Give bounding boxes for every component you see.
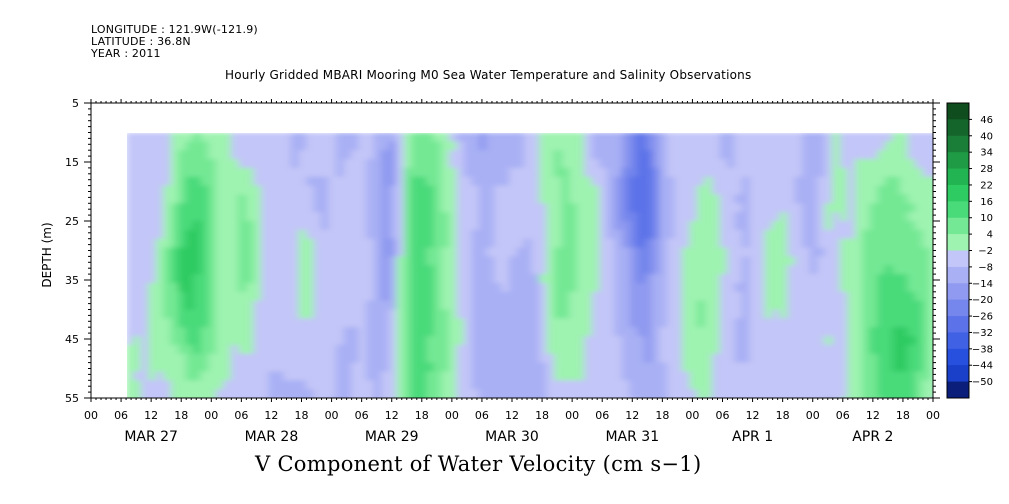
x-tick-label: 06 bbox=[836, 409, 850, 422]
colorbar-swatch bbox=[947, 381, 969, 399]
colorbar-swatch bbox=[947, 283, 969, 301]
colorbar-label: 34 bbox=[980, 148, 993, 159]
colorbar-swatch bbox=[947, 250, 969, 268]
x-tick-label: 06 bbox=[114, 409, 128, 422]
x-tick-label: 12 bbox=[144, 409, 158, 422]
colorbar-label: 10 bbox=[980, 213, 993, 224]
colorbar-label: 40 bbox=[980, 131, 993, 142]
x-tick-label: 18 bbox=[174, 409, 188, 422]
x-tick-label: 12 bbox=[505, 409, 519, 422]
colorbar-swatch bbox=[947, 348, 969, 366]
colorbar-swatch bbox=[947, 332, 969, 350]
colorbar-label: −14 bbox=[972, 279, 993, 290]
x-day-label: APR 2 bbox=[852, 429, 893, 445]
x-tick-label: 00 bbox=[84, 409, 98, 422]
x-tick-label: 06 bbox=[595, 409, 609, 422]
colorbar-swatch bbox=[947, 234, 969, 251]
colorbar-label: −26 bbox=[972, 312, 993, 323]
colorbar-label: −50 bbox=[972, 377, 993, 388]
colorbar-swatch bbox=[947, 119, 969, 137]
colorbar-label: −8 bbox=[978, 262, 993, 273]
colorbar-label: 46 bbox=[980, 115, 993, 126]
x-tick-label: 00 bbox=[445, 409, 459, 422]
x-tick-label: 06 bbox=[716, 409, 730, 422]
x-day-label: MAR 29 bbox=[365, 429, 419, 445]
heatmap-field bbox=[127, 133, 933, 398]
x-tick-label: 06 bbox=[475, 409, 489, 422]
colorbar-swatch bbox=[947, 299, 969, 317]
x-tick-label: 18 bbox=[896, 409, 910, 422]
colorbar-swatch bbox=[947, 217, 969, 235]
colorbar: 46 40 34 28 22 16 10 4 −2 −8 −14 −20 −26 −32 −38 −44 −50 bbox=[946, 102, 993, 399]
x-day-label: MAR 31 bbox=[605, 429, 659, 445]
y-tick-label: 5 bbox=[72, 97, 79, 110]
x-tick-label: 18 bbox=[655, 409, 669, 422]
x-tick-label: 12 bbox=[625, 409, 639, 422]
colorbar-label: −32 bbox=[972, 328, 993, 339]
colorbar-swatch bbox=[947, 168, 969, 186]
colorbar-label: 22 bbox=[980, 180, 993, 191]
x-day-label: APR 1 bbox=[732, 429, 773, 445]
x-day-label: MAR 27 bbox=[124, 429, 178, 445]
y-tick-label: 45 bbox=[65, 333, 79, 346]
x-tick-label: 00 bbox=[325, 409, 339, 422]
longitude-label: LONGITUDE : 121.9W(-121.9) bbox=[91, 23, 258, 36]
colorbar-label: −2 bbox=[978, 246, 993, 257]
colorbar-label: −38 bbox=[972, 344, 993, 355]
x-tick-label: 00 bbox=[926, 409, 940, 422]
x-axis-title: V Component of Water Velocity (cm s−1) bbox=[255, 452, 702, 476]
x-tick-label: 06 bbox=[355, 409, 369, 422]
y-tick-label: 15 bbox=[65, 156, 79, 169]
colorbar-swatch bbox=[947, 135, 969, 153]
x-tick-label: 00 bbox=[806, 409, 820, 422]
colorbar-label: 28 bbox=[980, 164, 993, 175]
colorbar-swatch bbox=[947, 365, 969, 383]
colorbar-swatch bbox=[947, 103, 969, 120]
colorbar-swatch bbox=[947, 152, 969, 169]
chart-title: Hourly Gridded MBARI Mooring M0 Sea Wate… bbox=[225, 68, 752, 82]
colorbar-swatch bbox=[947, 184, 969, 202]
latitude-label: LATITUDE : 36.8N bbox=[91, 35, 191, 48]
y-axis-label: DEPTH (m) bbox=[40, 222, 54, 287]
x-tick-label: 12 bbox=[866, 409, 880, 422]
year-label: YEAR : 2011 bbox=[91, 47, 161, 60]
x-tick-label: 06 bbox=[234, 409, 248, 422]
y-tick-label: 55 bbox=[65, 392, 79, 405]
colorbar-label: 4 bbox=[987, 230, 993, 241]
x-tick-label: 00 bbox=[685, 409, 699, 422]
x-tick-label: 00 bbox=[204, 409, 218, 422]
colorbar-label: −44 bbox=[972, 361, 993, 372]
x-tick-label: 12 bbox=[264, 409, 278, 422]
x-day-label: MAR 30 bbox=[485, 429, 539, 445]
y-tick-label: 25 bbox=[65, 215, 79, 228]
x-tick-label: 18 bbox=[535, 409, 549, 422]
x-tick-label: 18 bbox=[415, 409, 429, 422]
x-day-label: MAR 28 bbox=[245, 429, 299, 445]
colorbar-swatch bbox=[947, 266, 969, 284]
x-tick-label: 00 bbox=[565, 409, 579, 422]
colorbar-swatch bbox=[947, 316, 969, 333]
x-tick-label: 18 bbox=[295, 409, 309, 422]
colorbar-label: −20 bbox=[972, 295, 993, 306]
x-tick-label: 12 bbox=[746, 409, 760, 422]
x-tick-label: 18 bbox=[776, 409, 790, 422]
colorbar-swatch bbox=[947, 201, 969, 219]
y-tick-label: 35 bbox=[65, 274, 79, 287]
colorbar-label: 16 bbox=[980, 197, 993, 208]
x-tick-label: 12 bbox=[385, 409, 399, 422]
